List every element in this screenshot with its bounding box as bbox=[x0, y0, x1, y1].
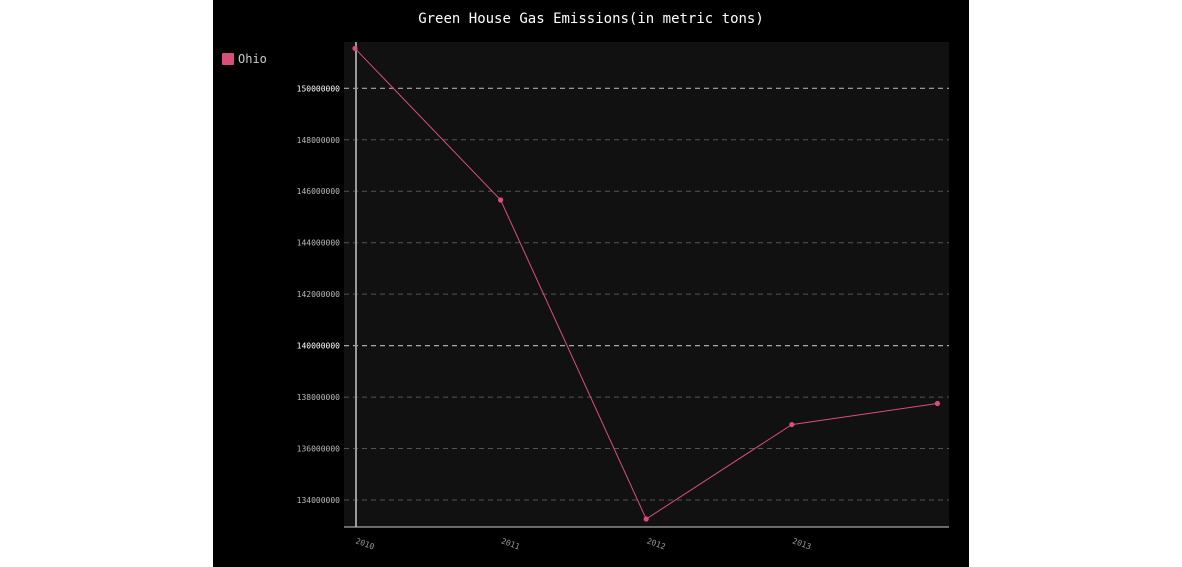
y-tick-label: 142000000 bbox=[297, 290, 341, 299]
y-tick-label: 138000000 bbox=[297, 393, 341, 402]
legend-swatch-ohio[interactable] bbox=[222, 53, 234, 65]
chart-title: Green House Gas Emissions(in metric tons… bbox=[418, 11, 764, 27]
data-point[interactable] bbox=[352, 45, 358, 52]
data-point[interactable] bbox=[498, 197, 504, 203]
y-tick-label: 134000000 bbox=[297, 496, 341, 505]
x-tick-label: 2012 bbox=[646, 536, 667, 551]
y-tick-label: 150000000 bbox=[297, 84, 341, 93]
data-point[interactable] bbox=[643, 516, 649, 522]
y-tick-label: 136000000 bbox=[297, 445, 341, 454]
plot-background bbox=[344, 42, 949, 527]
chart-card: Green House Gas Emissions(in metric tons… bbox=[213, 0, 969, 567]
x-tick-label: 2010 bbox=[354, 536, 375, 551]
plot-area: 134000000 136000000 138000000 140000000 1420… bbox=[297, 42, 949, 552]
y-tick-label: 146000000 bbox=[297, 187, 341, 196]
data-point[interactable] bbox=[934, 400, 941, 407]
data-point[interactable] bbox=[789, 421, 795, 428]
y-tick-label: 144000000 bbox=[297, 239, 341, 248]
y-tick-label: 140000000 bbox=[297, 342, 341, 351]
legend: Ohio bbox=[222, 52, 267, 66]
legend-label-ohio[interactable]: Ohio bbox=[238, 52, 267, 66]
x-tick-label: 2011 bbox=[500, 536, 521, 551]
y-tick-label: 148000000 bbox=[297, 136, 341, 145]
x-tick-label: 2013 bbox=[791, 536, 812, 551]
